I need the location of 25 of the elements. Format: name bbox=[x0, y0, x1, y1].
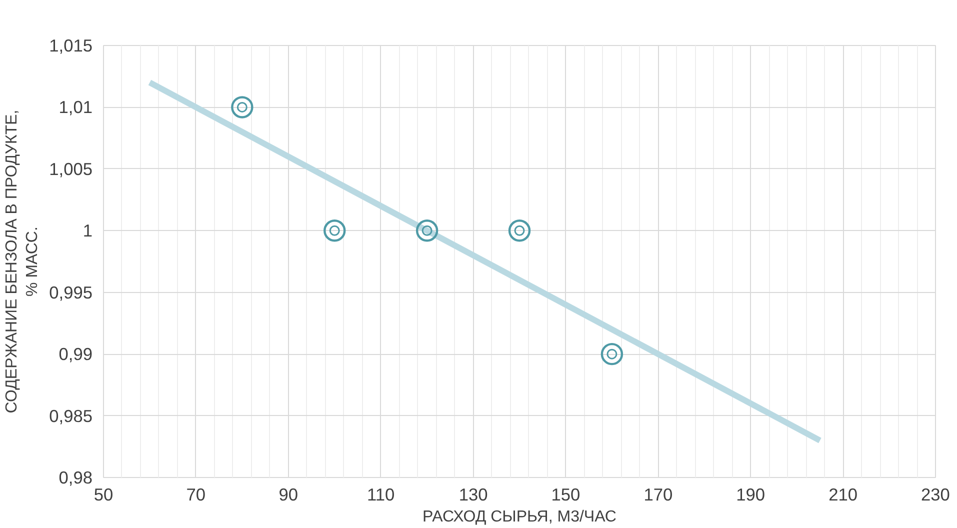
point bbox=[231, 96, 254, 118]
x-tick-label: 230 bbox=[921, 484, 950, 504]
x-tick-label: 110 bbox=[367, 484, 395, 504]
x-tick-label: 90 bbox=[278, 484, 298, 504]
y-tick-label: 0,995 bbox=[49, 282, 93, 302]
y-tick-label: 0,99 bbox=[58, 344, 93, 364]
y-tick-label: 1,005 bbox=[49, 158, 93, 179]
x-tick-label: 70 bbox=[186, 484, 206, 504]
point bbox=[600, 342, 624, 366]
x-tick-label: 150 bbox=[551, 484, 580, 504]
y-tick-label: 1,015 bbox=[49, 36, 93, 56]
y-axis-title: СОДЕРЖАНИЕ БЕНЗОЛА В ПРОДУКТЕ, % МАСС. bbox=[4, 110, 42, 414]
point bbox=[324, 220, 346, 242]
point bbox=[416, 220, 438, 242]
y-tick-label: 0,98 bbox=[58, 468, 93, 488]
x-tick-label: 210 bbox=[828, 484, 858, 504]
x-tick-label: 130 bbox=[458, 484, 488, 504]
y-tick-label: 1 bbox=[82, 220, 93, 241]
y-tick-label: 0,985 bbox=[49, 406, 93, 426]
x-axis-title: РАСХОД СЫРЬЯ, М3/ЧАС bbox=[422, 508, 616, 526]
point bbox=[508, 220, 531, 242]
y-tick-label: 1,01 bbox=[58, 97, 93, 118]
x-tick-label: 50 bbox=[94, 484, 114, 504]
x-tick-label: 170 bbox=[644, 484, 673, 504]
x-tick-label: 190 bbox=[736, 484, 766, 504]
